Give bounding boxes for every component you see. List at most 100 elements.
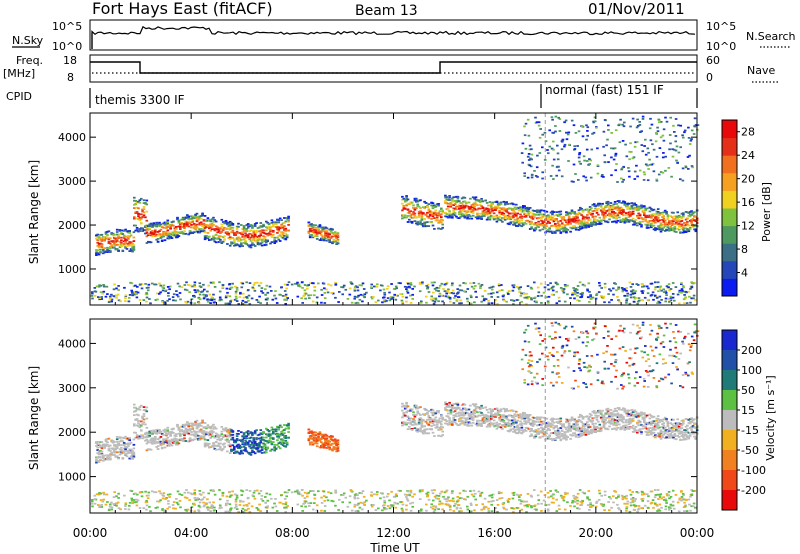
echo-cell — [580, 208, 583, 210]
echo-cell — [616, 219, 620, 222]
echo-cell — [96, 236, 99, 239]
echo-cell — [145, 410, 149, 413]
echo-cell — [135, 201, 139, 204]
echo-cell — [534, 222, 538, 224]
echo-cell — [607, 129, 610, 131]
echo-cell — [146, 289, 150, 292]
echo-cell — [262, 238, 265, 241]
echo-cell — [129, 455, 133, 458]
echo-cell — [470, 285, 474, 288]
echo-cell — [681, 167, 685, 170]
echo-cell — [530, 153, 534, 156]
echo-cell — [224, 434, 228, 437]
echo-cell — [430, 221, 433, 223]
echo-cell — [357, 294, 360, 297]
echo-cell — [224, 438, 228, 441]
echo-cell — [409, 283, 413, 286]
echo-cell — [660, 289, 663, 292]
echo-cell — [495, 291, 499, 294]
echo-cell — [107, 240, 111, 243]
echo-cell — [401, 301, 404, 303]
echo-cell — [464, 213, 468, 216]
echo-cell — [688, 215, 692, 218]
echo-cell — [562, 227, 565, 230]
echo-cell — [401, 198, 404, 201]
echo-cell — [580, 227, 583, 230]
echo-cell — [456, 195, 460, 198]
echo-cell — [459, 207, 462, 209]
echo-cell — [235, 288, 239, 291]
echo-cell — [571, 293, 574, 296]
power-colorbar-tick-label: 12 — [741, 220, 755, 233]
echo-cell — [209, 426, 212, 429]
echo-cell — [640, 225, 643, 228]
echo-cell — [285, 424, 289, 427]
echo-cell — [220, 230, 224, 233]
echo-cell — [520, 152, 524, 154]
echo-cell — [432, 303, 436, 305]
echo-cell — [198, 228, 202, 231]
echo-cell — [402, 214, 406, 217]
echo-cell — [245, 437, 249, 440]
echo-cell — [158, 440, 161, 443]
echo-cell — [477, 282, 481, 285]
echo-cell — [158, 432, 161, 435]
echo-cell — [661, 171, 665, 174]
echo-cell — [574, 132, 578, 134]
echo-cell — [456, 288, 459, 290]
echo-cell — [130, 291, 134, 294]
echo-cell — [99, 234, 102, 236]
echo-cell — [321, 435, 324, 438]
echo-cell — [237, 430, 240, 432]
echo-cell — [176, 282, 180, 285]
echo-cell — [420, 219, 424, 221]
echo-cell — [530, 287, 533, 290]
echo-cell — [434, 213, 438, 216]
echo-cell — [644, 223, 647, 226]
echo-cell — [552, 211, 556, 213]
echo-cell — [530, 220, 533, 223]
echo-cell — [226, 231, 229, 233]
echo-cell — [283, 228, 286, 231]
echo-cell — [276, 228, 279, 231]
echo-cell — [446, 205, 450, 208]
echo-cell — [641, 115, 645, 118]
echo-cell — [622, 209, 625, 211]
echo-cell — [133, 199, 136, 202]
echo-cell — [499, 219, 503, 222]
echo-cell — [535, 223, 539, 225]
echo-cell — [217, 231, 221, 233]
echo-cell — [658, 228, 661, 231]
echo-cell — [129, 244, 133, 247]
echo-cell — [636, 118, 639, 121]
echo-cell — [611, 211, 614, 213]
echo-cell — [592, 120, 595, 123]
echo-cell — [165, 289, 168, 291]
echo-cell — [613, 206, 617, 209]
echo-cell — [266, 233, 269, 235]
echo-cell — [434, 297, 438, 300]
echo-cell — [583, 159, 586, 162]
echo-cell — [217, 436, 221, 439]
echo-cell — [586, 126, 590, 129]
echo-cell — [691, 166, 694, 169]
echo-cell — [158, 225, 161, 227]
echo-cell — [95, 234, 98, 237]
echo-cell — [552, 224, 556, 227]
echo-cell — [269, 230, 272, 233]
echo-cell — [155, 428, 158, 431]
echo-cell — [651, 219, 654, 222]
echo-cell — [202, 228, 206, 231]
echo-cell — [195, 217, 199, 220]
echo-cell — [203, 231, 207, 234]
echo-cell — [256, 281, 259, 284]
echo-cell — [548, 227, 551, 230]
echo-cell — [99, 291, 103, 294]
echo-cell — [516, 221, 519, 223]
echo-cell — [406, 208, 410, 211]
echo-cell — [512, 216, 515, 219]
echo-cell — [178, 292, 182, 294]
echo-cell — [683, 131, 686, 134]
echo-cell — [327, 233, 330, 236]
echo-cell — [267, 430, 271, 433]
